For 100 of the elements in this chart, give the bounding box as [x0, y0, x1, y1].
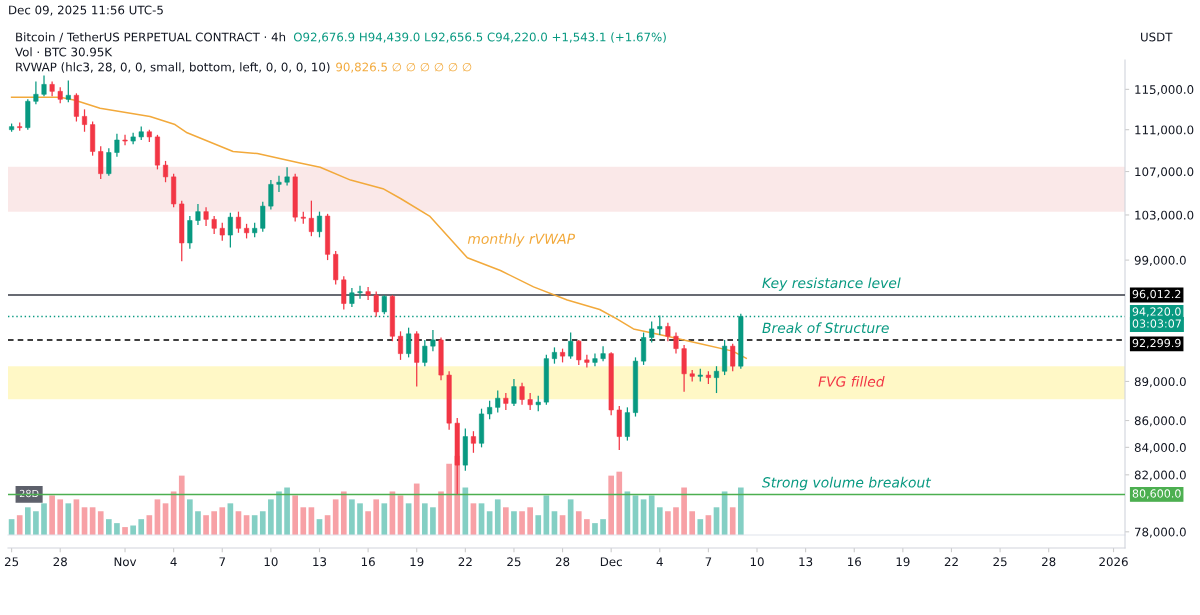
- bar: [284, 487, 290, 535]
- bar: [413, 483, 420, 535]
- candlestick: [584, 354, 590, 369]
- y-tick-label: 86,000.0: [1134, 416, 1186, 427]
- bar: [616, 471, 623, 535]
- candlestick: [373, 290, 379, 318]
- annotation: 90,826.5 ∅ ∅ ∅ ∅ ∅ ∅: [336, 62, 472, 73]
- bar: [268, 499, 274, 535]
- bar: [357, 503, 363, 535]
- candlestick: [406, 327, 412, 359]
- x-tick-label: 28: [555, 557, 570, 567]
- candlestick: [276, 175, 282, 193]
- bar: [438, 491, 444, 535]
- candlestick: [568, 331, 574, 360]
- bar: [130, 525, 136, 535]
- y-tick-label: 107,000.0: [1135, 167, 1194, 178]
- bar: [648, 495, 655, 535]
- bar: [187, 499, 193, 535]
- bar: [203, 515, 209, 535]
- candlestick: [33, 80, 39, 105]
- candlestick: [227, 212, 233, 249]
- candlestick: [203, 206, 209, 227]
- candlestick: [82, 108, 88, 133]
- x-tick-label: 25: [4, 557, 19, 567]
- candlestick: [98, 145, 104, 180]
- bar: [462, 487, 469, 535]
- x-tick-label: Nov: [114, 557, 137, 567]
- x-tick-label: 7: [219, 557, 226, 566]
- candlestick: [284, 166, 290, 187]
- candlestick: [576, 339, 582, 366]
- bar: [592, 523, 598, 535]
- bar: [535, 515, 542, 535]
- bar: [41, 503, 47, 535]
- candlestick: [430, 329, 436, 352]
- candlestick: [187, 215, 193, 250]
- x-tick-label: 19: [896, 557, 910, 567]
- candlestick: [195, 203, 201, 226]
- candlestick: [341, 275, 347, 311]
- series-label: monthly rVWAP: [467, 233, 576, 247]
- bar: [511, 511, 517, 535]
- candlestick: [268, 179, 274, 211]
- bar: [656, 507, 663, 535]
- candlestick: [357, 285, 363, 300]
- bar: [276, 491, 282, 535]
- ref-line-label: Key resistance level: [762, 277, 901, 291]
- bar: [97, 511, 104, 535]
- bar: [697, 519, 704, 535]
- bar: [608, 475, 615, 535]
- bar: [195, 511, 201, 535]
- x-tick-label: 4: [656, 557, 663, 566]
- y-tick-label: 99,000.0: [1134, 255, 1186, 266]
- ref-line-label: Strong volume breakout: [762, 476, 932, 491]
- band-label: FVG filled: [818, 376, 885, 387]
- candlestick: [714, 365, 720, 394]
- y-tick-label: 111,000.0: [1135, 125, 1194, 136]
- bar: [349, 499, 355, 535]
- bar: [494, 499, 501, 535]
- candlestick: [624, 406, 630, 442]
- bar: [446, 463, 452, 535]
- y-tick-label: 103,000.0: [1135, 210, 1194, 221]
- x-tick-label: 13: [799, 557, 813, 567]
- x-tick-label: 25: [993, 557, 1007, 567]
- candlestick: [730, 343, 736, 372]
- bar: [49, 495, 55, 535]
- text: 96,012.2: [1132, 289, 1181, 300]
- x-tick-label: 28: [53, 557, 67, 567]
- bar: [673, 507, 679, 535]
- candlestick: [641, 331, 647, 366]
- x-tick-label: 25: [507, 557, 521, 567]
- candlestick: [122, 134, 128, 146]
- bar: [519, 511, 525, 535]
- bar: [584, 519, 590, 535]
- bar: [503, 507, 509, 535]
- bar: [737, 487, 744, 535]
- text: 92,299.9: [1132, 338, 1181, 349]
- candlestick: [235, 211, 241, 234]
- bar: [122, 527, 128, 535]
- bar: [665, 511, 671, 535]
- x-tick-label: 10: [750, 557, 764, 567]
- bar: [373, 499, 380, 535]
- candlestick: [106, 147, 112, 177]
- bar: [16, 515, 23, 535]
- y-tick-label: 89,000.0: [1134, 377, 1186, 388]
- candlestick: [519, 382, 525, 406]
- y-tick-label: 115,000.0: [1135, 85, 1194, 96]
- bar: [178, 475, 185, 535]
- bar: [381, 503, 388, 535]
- y-tick-label: 84,000.0: [1134, 443, 1186, 454]
- bar: [575, 511, 582, 535]
- x-tick-label: Dec: [600, 557, 622, 567]
- bar: [421, 503, 428, 535]
- text: 80,600.0: [1132, 489, 1181, 499]
- candlestick: [260, 201, 266, 233]
- bar: [219, 507, 226, 535]
- bar: [251, 515, 258, 535]
- x-tick-label: 7: [705, 557, 712, 566]
- annotation: RVWAP (hlc3, 28, 0, 0, small, bottom, left, 0, 0, 0, 10): [16, 62, 330, 73]
- bar: [430, 507, 436, 535]
- bar: [211, 511, 217, 535]
- candlestick: [665, 322, 671, 342]
